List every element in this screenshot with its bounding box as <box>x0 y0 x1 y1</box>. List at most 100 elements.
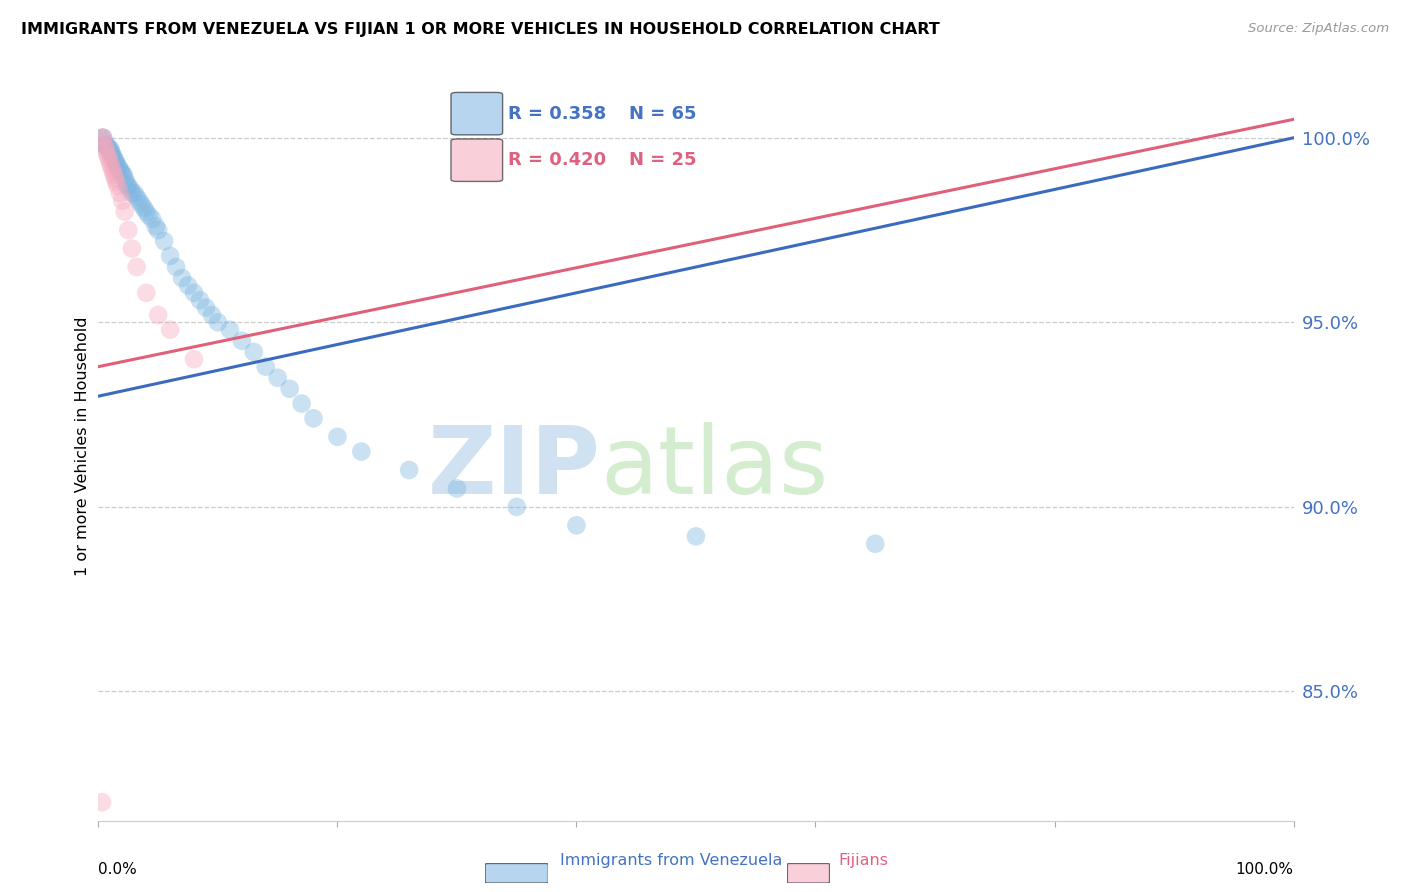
Point <box>865 537 887 551</box>
Point <box>103 168 125 182</box>
Point <box>105 156 128 170</box>
Point <box>145 219 167 234</box>
Point <box>117 223 139 237</box>
Point <box>91 130 114 145</box>
Point <box>148 223 170 237</box>
FancyBboxPatch shape <box>787 863 830 883</box>
Point <box>93 138 115 153</box>
Point <box>98 153 121 167</box>
Point <box>114 171 136 186</box>
Point <box>201 308 224 322</box>
Point <box>115 175 138 189</box>
Point <box>135 285 157 300</box>
Point <box>103 153 125 167</box>
Point <box>183 352 205 367</box>
Point <box>183 285 205 300</box>
Point <box>96 145 118 160</box>
Point <box>207 315 229 329</box>
Point <box>91 130 114 145</box>
Point <box>101 149 124 163</box>
Point <box>254 359 277 374</box>
Point <box>125 190 148 204</box>
Text: IMMIGRANTS FROM VENEZUELA VS FIJIAN 1 OR MORE VEHICLES IN HOUSEHOLD CORRELATION : IMMIGRANTS FROM VENEZUELA VS FIJIAN 1 OR… <box>21 22 939 37</box>
Point <box>110 164 132 178</box>
Point <box>278 382 301 396</box>
Text: 100.0%: 100.0% <box>1236 862 1294 877</box>
Y-axis label: 1 or more Vehicles in Household: 1 or more Vehicles in Household <box>75 317 90 575</box>
Point <box>91 130 114 145</box>
Point <box>121 242 143 256</box>
Point <box>104 153 127 167</box>
Point <box>114 204 136 219</box>
Text: ZIP: ZIP <box>427 423 600 515</box>
Point <box>685 529 707 543</box>
Point <box>101 164 124 178</box>
Point <box>188 293 211 308</box>
Text: atlas: atlas <box>600 423 828 515</box>
Point <box>117 178 139 193</box>
Point <box>107 178 129 193</box>
Point <box>105 175 128 189</box>
Point <box>112 168 135 182</box>
Point <box>111 194 134 208</box>
Point <box>98 142 122 156</box>
Point <box>111 168 134 182</box>
Point <box>94 138 117 153</box>
Point <box>120 182 142 196</box>
Point <box>93 138 115 153</box>
Point <box>101 149 124 163</box>
Point <box>128 194 150 208</box>
Point <box>565 518 588 533</box>
Point <box>148 308 170 322</box>
Text: 0.0%: 0.0% <box>98 862 138 877</box>
Point <box>159 249 181 263</box>
Point <box>96 138 118 153</box>
Text: Immigrants from Venezuela: Immigrants from Venezuela <box>560 854 782 868</box>
Point <box>446 482 468 496</box>
Point <box>195 301 218 315</box>
Point <box>141 212 163 227</box>
Point <box>302 411 325 425</box>
Point <box>219 323 242 337</box>
Point <box>131 197 153 211</box>
Point <box>132 201 155 215</box>
Point <box>108 186 131 201</box>
Point <box>267 370 290 384</box>
Point <box>98 145 122 160</box>
Text: Fijians: Fijians <box>838 854 889 868</box>
Point <box>231 334 253 348</box>
Point <box>153 234 176 248</box>
Point <box>398 463 420 477</box>
Point <box>350 444 373 458</box>
Point <box>98 156 122 170</box>
Point <box>506 500 529 514</box>
Point <box>91 795 114 809</box>
Point <box>107 161 129 175</box>
Point <box>91 130 114 145</box>
Text: Source: ZipAtlas.com: Source: ZipAtlas.com <box>1249 22 1389 36</box>
Point <box>172 271 194 285</box>
Point <box>105 156 128 170</box>
Point <box>291 396 314 410</box>
Point <box>104 171 127 186</box>
Point <box>107 161 129 175</box>
Point <box>100 161 122 175</box>
Point <box>115 178 138 193</box>
FancyBboxPatch shape <box>485 863 548 883</box>
Point <box>94 138 117 153</box>
Point <box>121 186 143 201</box>
Point <box>124 186 146 201</box>
Point <box>177 278 200 293</box>
Point <box>100 145 122 160</box>
Point <box>97 149 120 163</box>
Point <box>326 430 349 444</box>
Point <box>165 260 187 274</box>
Point <box>108 164 131 178</box>
Point <box>97 142 120 156</box>
Point <box>159 323 181 337</box>
Point <box>94 142 117 156</box>
Point <box>135 204 157 219</box>
Point <box>125 260 148 274</box>
Point <box>98 142 121 156</box>
Point <box>138 208 160 222</box>
